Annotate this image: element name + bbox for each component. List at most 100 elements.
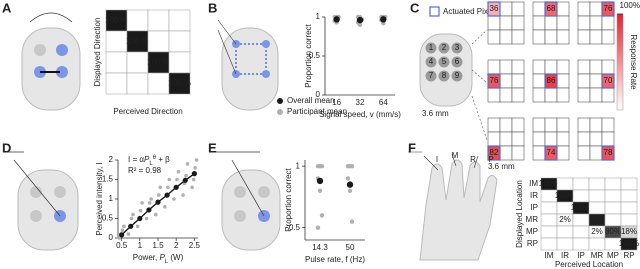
y-tick-label: 1 (109, 194, 114, 203)
hand-diagram-e (216, 151, 281, 251)
panel-letter: B (208, 0, 217, 15)
matrix-cell (540, 201, 558, 215)
pixel-pad (425, 56, 437, 68)
participant-point (181, 193, 185, 197)
grid-cell (544, 117, 558, 133)
grid-cell (601, 29, 615, 45)
grid-cell (556, 145, 570, 161)
mean-point (155, 199, 161, 205)
grid-cell (511, 145, 525, 161)
grid-cell (532, 145, 546, 161)
grid-cell (577, 1, 591, 17)
legend-marker (429, 6, 440, 17)
matrix-cell (588, 201, 606, 215)
matrix-cell (147, 9, 170, 32)
matrix-cell (604, 189, 622, 203)
participant-point (194, 158, 199, 162)
grid-cell (532, 73, 546, 89)
x-axis-label-part: (W) (168, 253, 183, 262)
response-cell (487, 73, 501, 89)
grid-cell (511, 1, 525, 17)
pixel-label: 8 (442, 71, 447, 80)
panel-letter: D (2, 140, 11, 155)
matrix-cell (572, 225, 590, 239)
y-axis-label: Perceived intensity, I (95, 162, 104, 235)
matrix-cell (168, 30, 191, 53)
cell-label: 100 % (105, 16, 128, 25)
x-tick-label: IM (545, 251, 554, 260)
grid-cell (499, 117, 513, 133)
grid-cell (577, 145, 591, 161)
y-axis-label: Displayed Direction (93, 18, 102, 87)
pixel-label: 1 (429, 43, 434, 52)
participant-point (156, 193, 161, 197)
participant-point (185, 162, 190, 166)
matrix-cell (168, 72, 191, 95)
matrix-cell (572, 213, 590, 227)
equation: I = αPLθ + β (128, 155, 170, 167)
legend-label: Participant mean (287, 107, 347, 116)
response-cell (601, 73, 615, 89)
grid-cell (487, 59, 501, 75)
cell-label: 100% (555, 191, 575, 200)
response-label: 68 (547, 4, 556, 13)
matrix-cell (620, 237, 638, 251)
participant-point (167, 177, 172, 182)
participant-point (163, 205, 167, 209)
participant-point (126, 232, 131, 236)
grid-cell (544, 59, 558, 75)
x-axis-label: Pulse rate, f (Hz) (305, 255, 365, 264)
y-tick-label: 2 (109, 155, 114, 164)
mean-point (146, 207, 152, 213)
participant-point (120, 228, 125, 232)
pixel-pad (425, 70, 437, 82)
legend-marker (277, 109, 283, 115)
grid-cell (577, 87, 591, 103)
grid-cell (556, 15, 570, 31)
x-tick-label: 2.5 (189, 241, 201, 250)
grid-cell (511, 15, 525, 31)
y-tick-label: MP (526, 227, 538, 236)
mean-point (137, 215, 143, 222)
y-tick-label: RP (527, 239, 538, 248)
grid-cell (544, 131, 558, 147)
grid-cell (556, 59, 570, 75)
participant-point (144, 216, 149, 221)
response-cell (544, 145, 558, 161)
grid-cell (544, 87, 558, 103)
participant-point (349, 163, 355, 169)
grid-cell (589, 117, 603, 133)
cell-label: 2% (559, 215, 571, 224)
legend-label: Actuated Pixel (443, 7, 494, 16)
hand-diagram-f (408, 151, 498, 261)
equation-part: θ (153, 155, 157, 161)
matrix-cell (105, 51, 128, 74)
matrix-cell (540, 213, 558, 227)
participant-point (138, 208, 143, 213)
matrix-cell (588, 189, 606, 203)
matrix-cell (556, 225, 574, 239)
mean-point (182, 177, 188, 183)
matrix-cell (620, 201, 638, 215)
matrix-cell (105, 72, 128, 95)
hand-diagram-d (6, 151, 79, 251)
grid-cell (532, 1, 546, 17)
matrix-cell (147, 72, 170, 95)
cell-label: 2% (591, 227, 603, 236)
grid-cell (499, 131, 513, 147)
pixel-pad (451, 70, 463, 82)
panel-letter: E (208, 140, 217, 155)
cell-label: 100 % (168, 79, 191, 88)
participant-point (319, 213, 325, 218)
grid-cell (601, 131, 615, 147)
cell-label: 100 % (147, 58, 170, 67)
matrix-cell (588, 237, 606, 251)
participant-point (191, 177, 196, 182)
matrix-cell (168, 9, 191, 32)
grid-cell (544, 15, 558, 31)
participant-point (129, 216, 134, 221)
x-tick-label: IR (561, 251, 569, 260)
grid-cell (499, 59, 513, 75)
grid-cell (499, 87, 513, 103)
matrix-cell (620, 213, 638, 227)
